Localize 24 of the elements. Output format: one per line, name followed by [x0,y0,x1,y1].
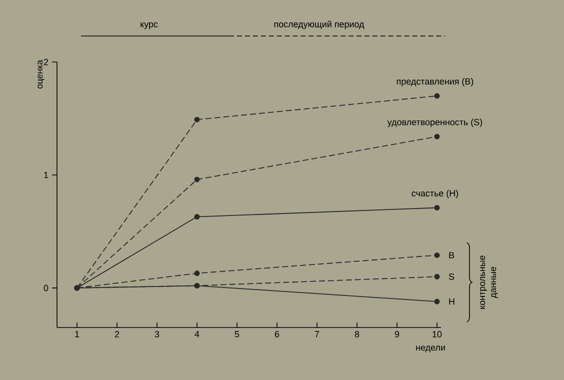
series-label: удовлетворенность (S) [387,118,482,128]
series-label: B [449,252,454,258]
series-label: счастье (H) [412,190,458,198]
x-tick-label: 1 [75,331,80,338]
y-tick-label: 2 [44,58,48,66]
series-label: H [449,298,454,305]
x-tick-label: 9 [394,331,400,338]
x-tick-label: 4 [194,331,200,338]
x-tick-label: 10 [432,331,442,338]
text: контрольные данные [480,256,498,309]
x-tick-label: 6 [274,331,280,338]
y-tick-label: 0 [44,284,48,292]
x-tick-label: 5 [234,331,240,338]
x-tick-label: 7 [314,331,320,338]
series-label: представления (B) [396,78,474,86]
series-label: S [448,273,454,280]
y-tick-label: 1 [44,172,48,178]
x-tick-label: 3 [154,331,160,338]
x-axis-title: недели [416,346,445,352]
text: курс [140,22,158,30]
y-axis-title: оценка [38,60,44,89]
text: последующий период [274,20,364,30]
x-tick-label: 8 [354,331,360,338]
x-tick-label: 2 [114,331,120,338]
